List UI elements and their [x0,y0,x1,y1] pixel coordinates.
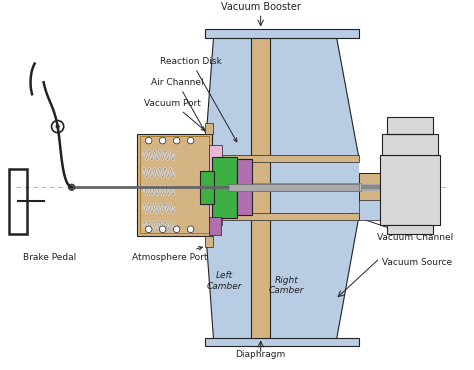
Polygon shape [205,31,261,157]
Bar [200,171,214,204]
Bar [382,134,438,155]
Bar [205,213,359,220]
Bar [205,30,359,38]
Text: Vacuum Source: Vacuum Source [382,258,452,267]
FancyBboxPatch shape [380,155,440,225]
Text: Vacuum Channel: Vacuum Channel [348,213,454,242]
Circle shape [55,124,60,129]
Bar [205,157,251,218]
Circle shape [173,137,180,144]
Text: Right
Camber: Right Camber [269,276,304,295]
Bar [228,184,359,191]
Bar [359,200,380,220]
Text: Air Channel: Air Channel [151,78,215,150]
Bar [387,117,433,134]
Bar [210,217,221,235]
Polygon shape [261,31,359,157]
Polygon shape [261,218,359,346]
Text: Left
Camber: Left Camber [207,271,243,291]
Bar [237,173,246,201]
Circle shape [68,184,75,191]
Bar [270,157,359,218]
Text: Diaphragm: Diaphragm [236,350,286,359]
Bar [205,337,359,346]
Circle shape [187,226,194,232]
Bar [387,225,433,234]
Bar [359,173,380,201]
Text: Master
Cylinder: Master Cylinder [391,191,429,210]
Bar [205,236,213,246]
Bar [212,157,237,218]
Circle shape [173,226,180,232]
Bar [205,123,213,134]
Text: Vacuum Booster: Vacuum Booster [221,2,301,12]
Circle shape [187,137,194,144]
Bar [210,145,222,225]
Circle shape [159,137,166,144]
Text: Push Rod: Push Rod [144,159,186,182]
Bar [237,159,252,215]
Text: Reaction Disk: Reaction Disk [160,57,237,142]
Bar [140,137,209,233]
Text: Brake Pedal: Brake Pedal [23,253,76,262]
Polygon shape [205,218,261,346]
Circle shape [146,226,152,232]
Bar [205,155,359,162]
Polygon shape [251,218,270,346]
Text: Vacuum Port: Vacuum Port [144,98,205,131]
Bar [251,183,361,191]
Circle shape [159,226,166,232]
Circle shape [146,137,152,144]
Bar [137,134,212,236]
Polygon shape [251,31,270,157]
Text: Atmosphere Port: Atmosphere Port [132,246,208,262]
Bar [251,157,270,218]
